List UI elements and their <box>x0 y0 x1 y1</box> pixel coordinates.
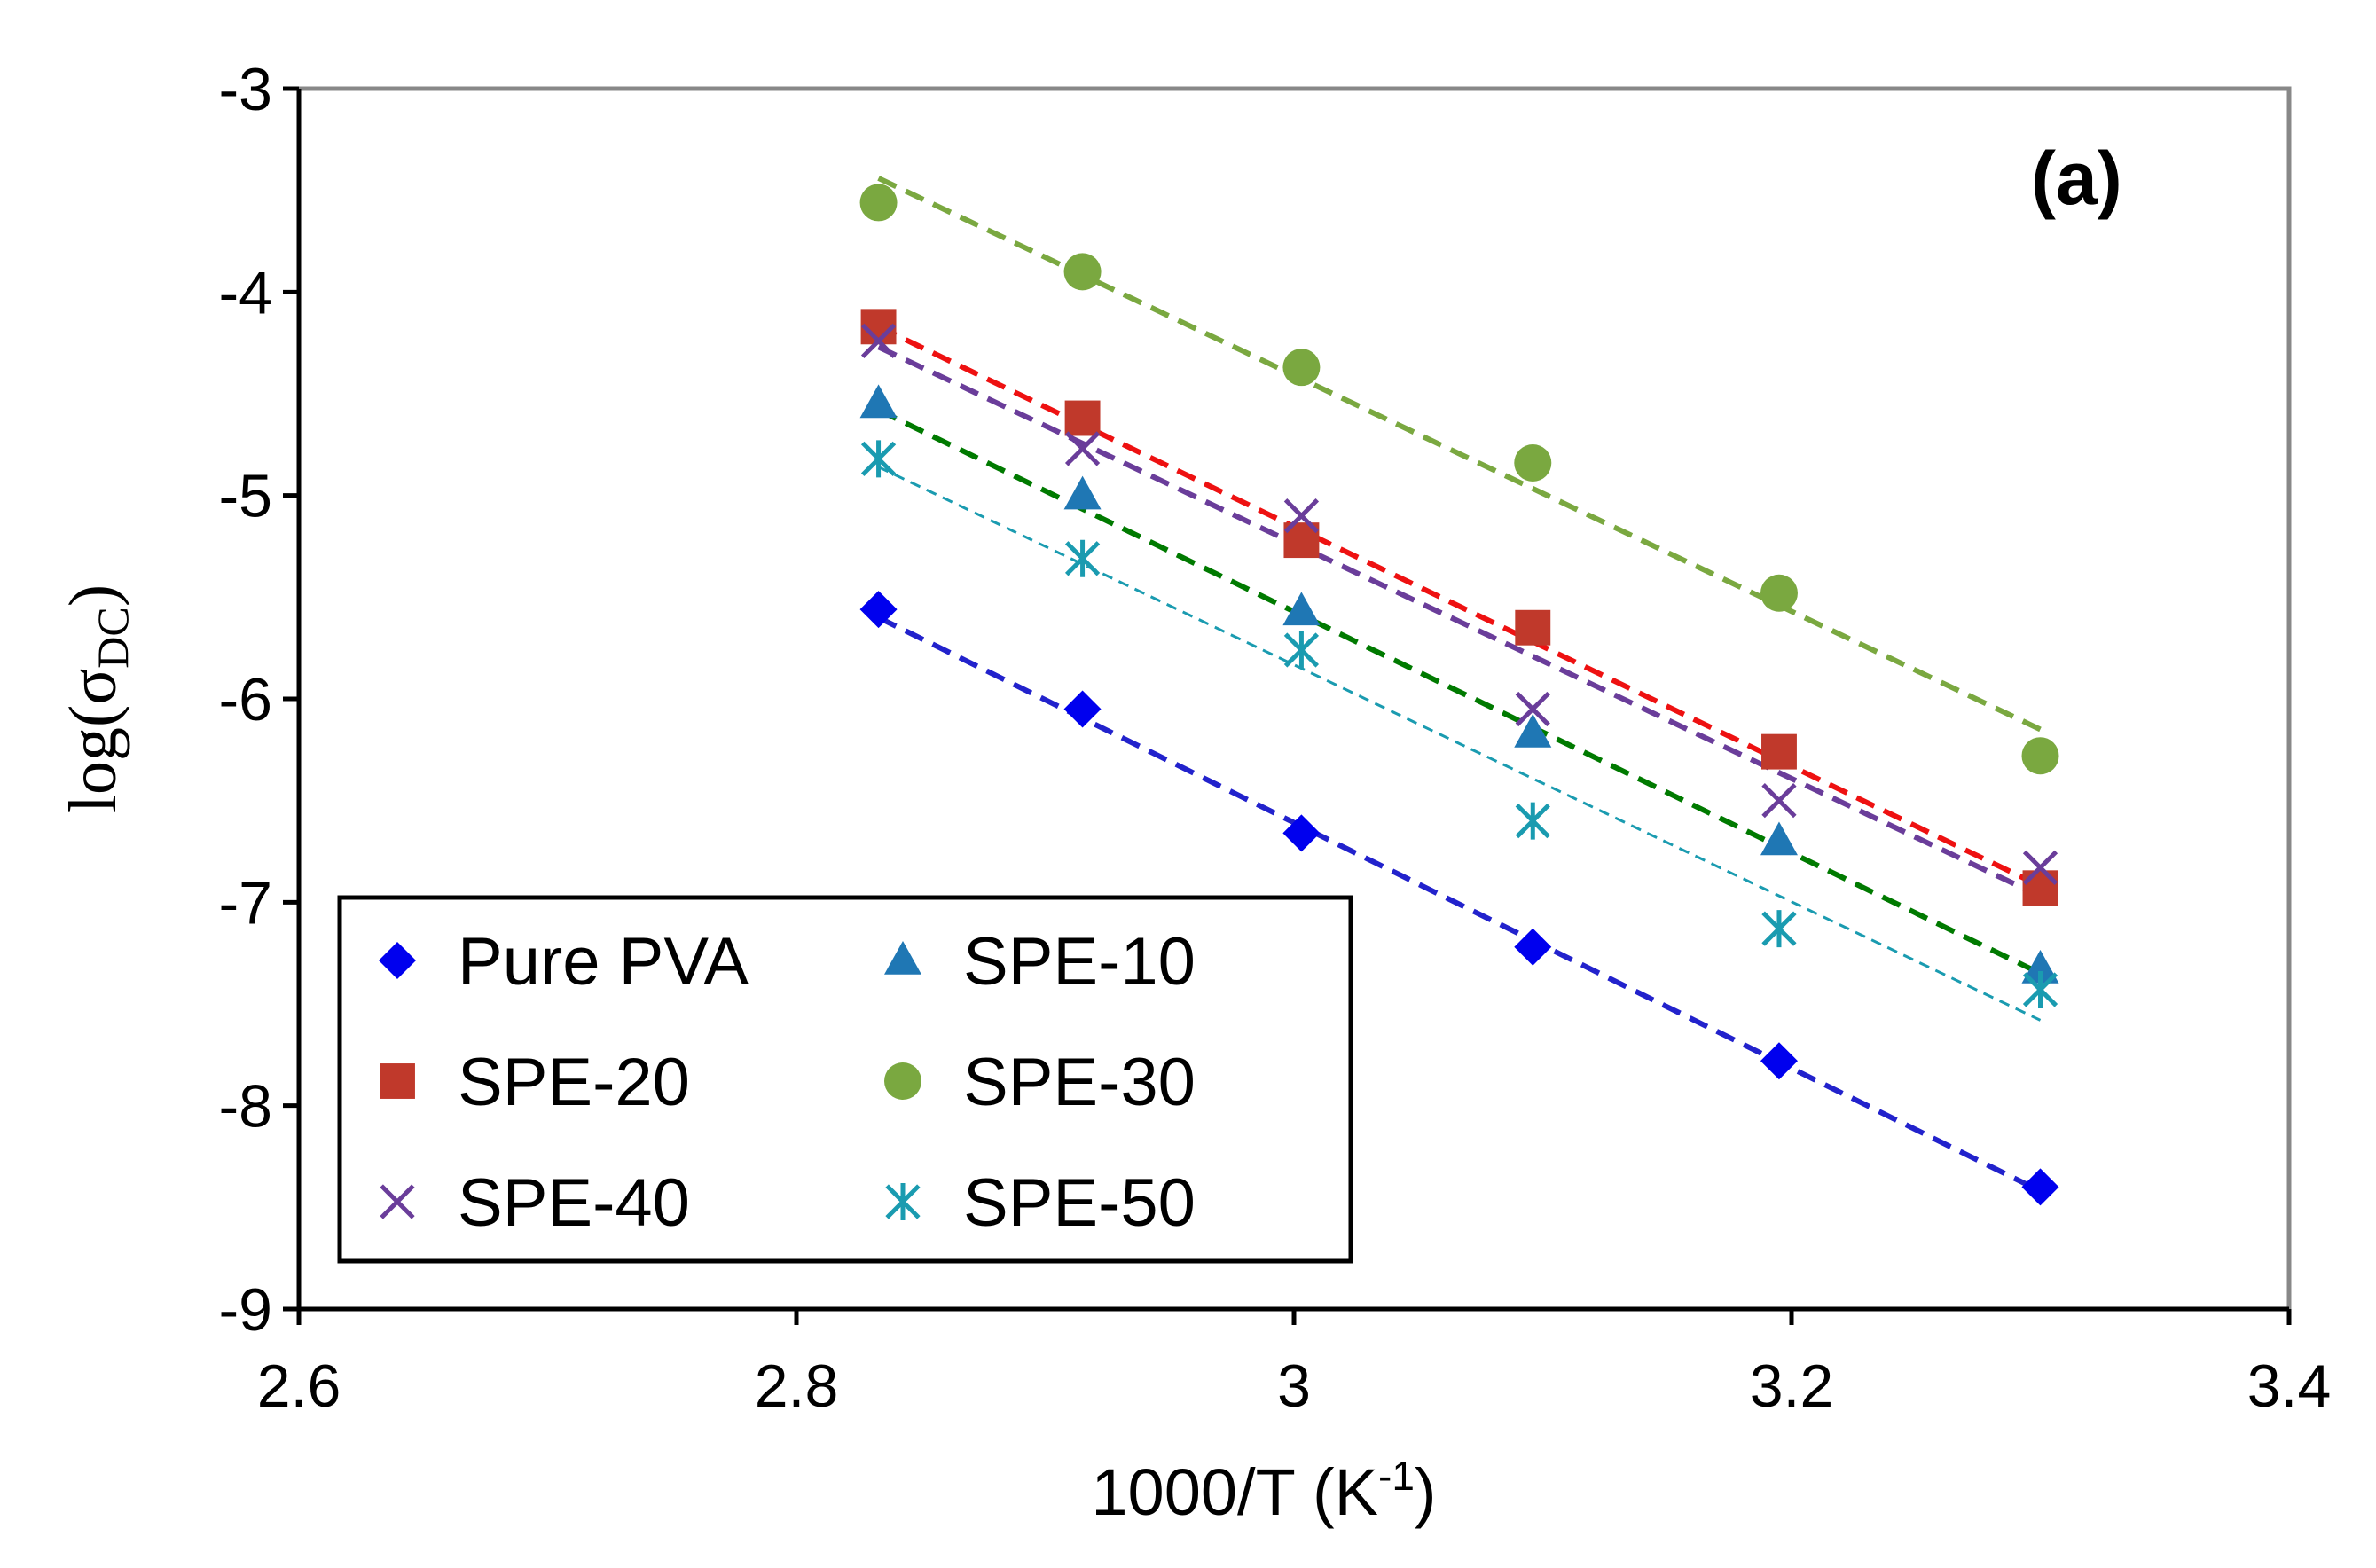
point-spe-40 <box>860 323 897 358</box>
point-spe-10 <box>1760 821 1798 856</box>
y-tick-label: -4 <box>219 259 272 326</box>
legend-marker-pure-pva <box>379 942 416 979</box>
point-spe-20 <box>1761 733 1797 770</box>
point-spe-50 <box>1064 539 1101 577</box>
legend-label-spe-20: SPE-20 <box>458 1045 690 1120</box>
legend-label-spe-30: SPE-30 <box>963 1045 1196 1120</box>
x-tick-label: 2.6 <box>257 1352 341 1420</box>
x-axis-title: 1000/T (K-1) <box>1091 1453 1436 1529</box>
trend-line-spe-10 <box>877 407 2042 976</box>
y-tick-label: -6 <box>219 666 272 733</box>
point-spe-30 <box>2021 737 2059 775</box>
point-spe-20 <box>1515 609 1551 646</box>
legend-label-spe-40: SPE-40 <box>458 1165 690 1241</box>
legend-marker-spe-30 <box>884 1062 921 1100</box>
point-spe-10 <box>1282 592 1321 626</box>
point-spe-10 <box>859 384 898 419</box>
point-pure-pva <box>1760 1042 1798 1080</box>
point-spe-30 <box>1063 253 1102 291</box>
y-tick-label: -7 <box>219 869 272 937</box>
legend-marker-spe-50 <box>885 1183 921 1220</box>
data-points <box>859 184 2059 1206</box>
point-spe-40 <box>1761 783 1797 819</box>
point-spe-50 <box>860 440 897 478</box>
legend: Pure PVA SPE-10 SPE-20 SPE-30 SPE-40 SPE-50 <box>337 895 1353 1264</box>
point-spe-30 <box>1282 349 1321 387</box>
trend-line-spe-20 <box>877 324 2042 889</box>
point-spe-40 <box>1064 431 1101 466</box>
legend-marker-spe-40 <box>380 1184 415 1219</box>
y-tick-label: -9 <box>219 1276 272 1344</box>
point-spe-30 <box>1760 574 1798 612</box>
point-spe-40 <box>1515 691 1550 727</box>
panel-label: (a) <box>2031 137 2122 220</box>
legend-box <box>337 895 1353 1264</box>
x-tick-label: 3.2 <box>1750 1352 1834 1420</box>
trend-line-spe-30 <box>877 176 2042 733</box>
x-tick-label: 2.8 <box>755 1352 839 1420</box>
point-spe-50 <box>1761 910 1797 948</box>
point-spe-50 <box>1283 631 1320 669</box>
axis-ticks: 2.6 2.8 3 3.2 3.4 -9 -8 -7 -6 -5 -4 -3 <box>219 56 2332 1420</box>
legend-label-pure-pva: Pure PVA <box>458 924 749 1000</box>
point-spe-30 <box>1514 443 1552 482</box>
point-spe-40 <box>2022 850 2058 885</box>
point-spe-40 <box>1283 498 1320 534</box>
point-spe-10 <box>1514 713 1552 748</box>
point-spe-20 <box>1064 400 1101 436</box>
legend-label-spe-50: SPE-50 <box>963 1165 1196 1241</box>
x-tick-label: 3.4 <box>2247 1352 2332 1420</box>
y-tick-label: -8 <box>219 1073 272 1141</box>
point-pure-pva <box>1514 928 1552 966</box>
point-spe-50 <box>1515 802 1550 840</box>
y-tick-label: -3 <box>219 56 272 123</box>
trend-line-spe-50 <box>877 466 2042 1022</box>
point-spe-10 <box>1063 475 1102 510</box>
legend-label-spe-10: SPE-10 <box>963 924 1196 1000</box>
x-tick-label: 3 <box>1277 1352 1311 1420</box>
legend-marker-spe-10 <box>884 940 921 975</box>
trend-line-spe-40 <box>877 344 2042 899</box>
legend-marker-spe-20 <box>380 1063 415 1099</box>
point-spe-50 <box>2022 970 2058 1008</box>
point-spe-30 <box>859 184 898 222</box>
point-spe-20 <box>2022 870 2058 906</box>
point-pure-pva <box>1282 814 1321 852</box>
point-spe-10 <box>2021 949 2059 984</box>
point-pure-pva <box>1063 690 1102 728</box>
point-pure-pva <box>859 591 898 629</box>
point-pure-pva <box>2021 1168 2059 1206</box>
y-tick-label: -5 <box>219 463 272 530</box>
y-axis-title: log(σDC) <box>56 584 137 813</box>
